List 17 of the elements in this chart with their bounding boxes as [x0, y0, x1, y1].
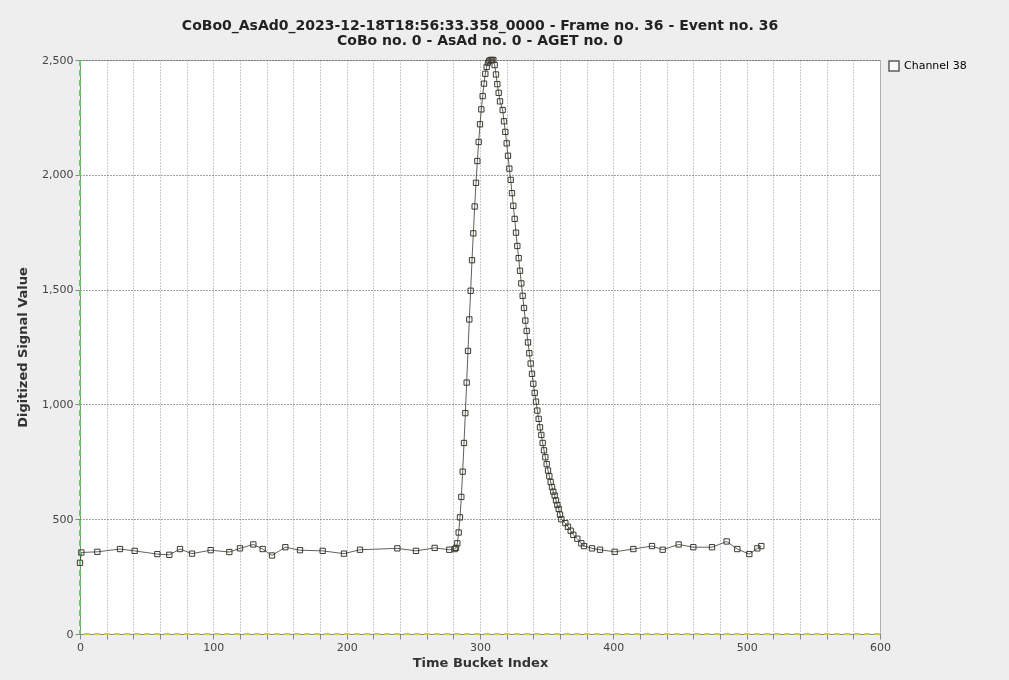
y-tick-label: 0: [66, 627, 74, 641]
x-tick-label: 600: [870, 640, 891, 654]
y-tick-label: 2,500: [42, 53, 74, 67]
y-tick-label: 500: [52, 512, 74, 526]
x-tick-label: 500: [736, 640, 758, 654]
x-tick-label: 0: [77, 640, 84, 654]
x-axis-title: Time Bucket Index: [412, 654, 549, 670]
x-tick-label: 400: [603, 640, 625, 654]
x-tick-label: 200: [336, 640, 358, 654]
x-tick-label: 300: [470, 640, 491, 654]
x-tick-label: 100: [203, 640, 225, 654]
chart-title: CoBo0_AsAd0_2023-12-18T18:56:33.358_0000 - Frame no. 36 - Event no. 36: [181, 17, 779, 34]
y-axis-title: Digitized Signal Value: [15, 266, 31, 428]
y-tick-label: 1,500: [42, 283, 74, 297]
y-tick-label: 2,000: [42, 168, 74, 182]
y-tick-label: 1,000: [42, 397, 74, 411]
legend-label: Channel 38: [904, 59, 967, 72]
